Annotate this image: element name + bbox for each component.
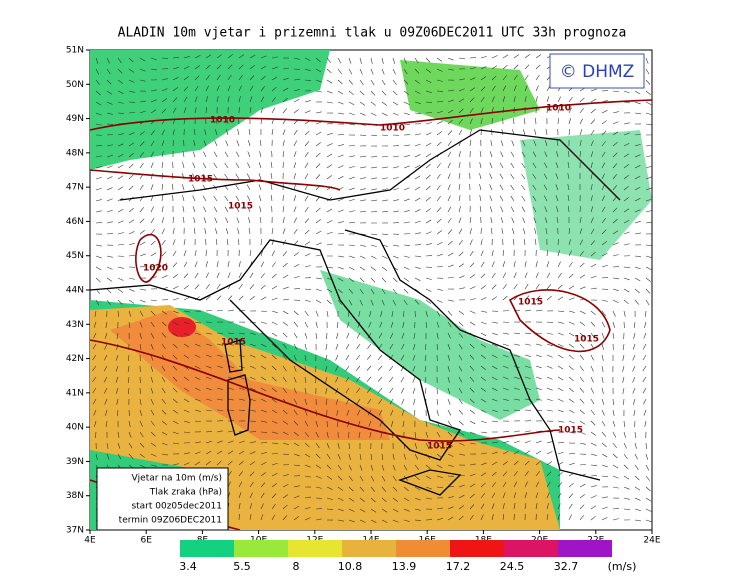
colorbar-swatch (396, 540, 450, 557)
lon-label: 6E (140, 536, 152, 546)
isobar-label: 1010 (380, 124, 405, 134)
lat-label: 46N (66, 217, 84, 227)
isobar-label: 1010 (546, 104, 571, 114)
colorbar-label: 8 (293, 560, 300, 573)
colorbar-label: 24.5 (500, 560, 525, 573)
lat-label: 45N (66, 251, 84, 261)
lat-label: 47N (66, 183, 84, 193)
map: 1010 1010 1010 1015 1015 1020 1015 1015 … (90, 50, 652, 530)
lat-label: 51N (66, 46, 84, 56)
isobar-label: 1015 (188, 175, 213, 185)
isobar-label: 1015 (228, 202, 253, 212)
colorbar-label: 5.5 (233, 560, 251, 573)
lat-label: 49N (66, 114, 84, 124)
isobar-label: 1010 (210, 116, 235, 126)
lat-label: 39N (66, 457, 84, 467)
colorbar-swatch (504, 540, 558, 557)
colorbar-label: 10.8 (338, 560, 363, 573)
title: ALADIN 10m vjetar i prizemni tlak u 09Z0… (118, 26, 627, 41)
lat-label: 44N (66, 286, 84, 296)
lat-label: 42N (66, 354, 84, 364)
logo: © DHMZ (560, 62, 635, 82)
lat-label: 43N (66, 320, 84, 330)
isobar-label: 1015 (574, 335, 599, 345)
lat-label: 50N (66, 80, 84, 90)
isobar-label: 1020 (143, 264, 168, 274)
lat-label: 41N (66, 388, 84, 398)
colorbar-unit: (m/s) (608, 560, 637, 573)
colorbar-swatch (558, 540, 612, 557)
lon-label: 24E (643, 536, 660, 546)
isobar-label: 1015 (221, 338, 246, 348)
isobar-label: 1015 (558, 426, 583, 436)
colorbar-swatch (342, 540, 396, 557)
lat-label: 37N (66, 526, 84, 536)
colorbar-label: 32.7 (554, 560, 579, 573)
colorbar-label: 17.2 (446, 560, 471, 573)
colorbar-label: 13.9 (392, 560, 417, 573)
lat-label: 48N (66, 148, 84, 158)
colorbar-swatch (450, 540, 504, 557)
isobar-label: 1015 (427, 442, 452, 452)
lat-label: 40N (66, 423, 84, 433)
colorbar-swatch (234, 540, 288, 557)
colorbar-swatch (288, 540, 342, 557)
colorbar-label: 3.4 (179, 560, 197, 573)
info-line: Vjetar na 10m (m/s) (132, 474, 222, 484)
info-line: Tlak zraka (hPa) (149, 488, 222, 498)
colorbar-swatch (180, 540, 234, 557)
info-line: start 00z05dec2011 (131, 502, 222, 512)
wind-max (168, 317, 196, 337)
info-line: termin 09Z06DEC2011 (119, 516, 222, 526)
lon-label: 4E (84, 536, 96, 546)
lat-label: 38N (66, 491, 84, 501)
isobar-label: 1015 (518, 298, 543, 308)
